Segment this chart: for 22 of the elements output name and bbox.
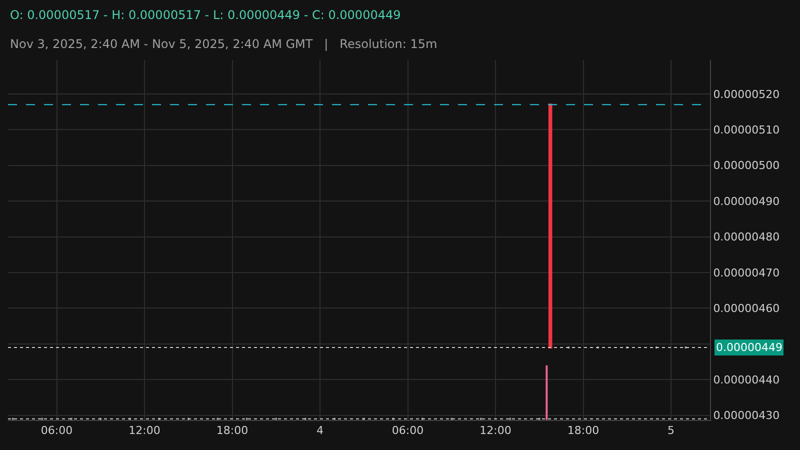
candlestick <box>548 104 552 348</box>
y-tick-label: 0.00000430 <box>713 409 780 422</box>
x-tick-label: 4 <box>316 424 324 438</box>
ref-line-label: 0.00000449 <box>716 341 782 354</box>
y-tick-label: 0.00000510 <box>713 123 780 136</box>
y-tick-label: 0.00000500 <box>713 159 780 172</box>
x-tick-label: 06:00 <box>40 424 73 438</box>
chart-title: O: 0.00000517 - H: 0.00000517 - L: 0.00000449 - C: 0.00000449 <box>10 8 401 22</box>
y-tick-label: 0.00000490 <box>713 194 780 208</box>
x-tick-label: 06:00 <box>392 424 424 438</box>
y-tick-label: 0.00000440 <box>713 373 780 386</box>
y-tick-label: 0.00000480 <box>713 230 780 244</box>
x-tick-label: 18:00 <box>567 424 600 438</box>
y-tick-label: 0.00000460 <box>713 302 780 316</box>
candlestick <box>544 364 549 420</box>
y-tick-label: 0.00000470 <box>713 266 780 280</box>
x-tick-label: 5 <box>668 424 674 438</box>
x-tick-label: 12:00 <box>480 424 512 438</box>
chart-subtitle: Nov 3, 2025, 2:40 AM - Nov 5, 2025, 2:40 AM GMT | Resolution: 15m <box>10 37 438 51</box>
x-tick-label: 18:00 <box>216 424 248 438</box>
x-tick-label: 12:00 <box>128 424 160 438</box>
y-tick-label: 0.00000520 <box>713 88 780 101</box>
